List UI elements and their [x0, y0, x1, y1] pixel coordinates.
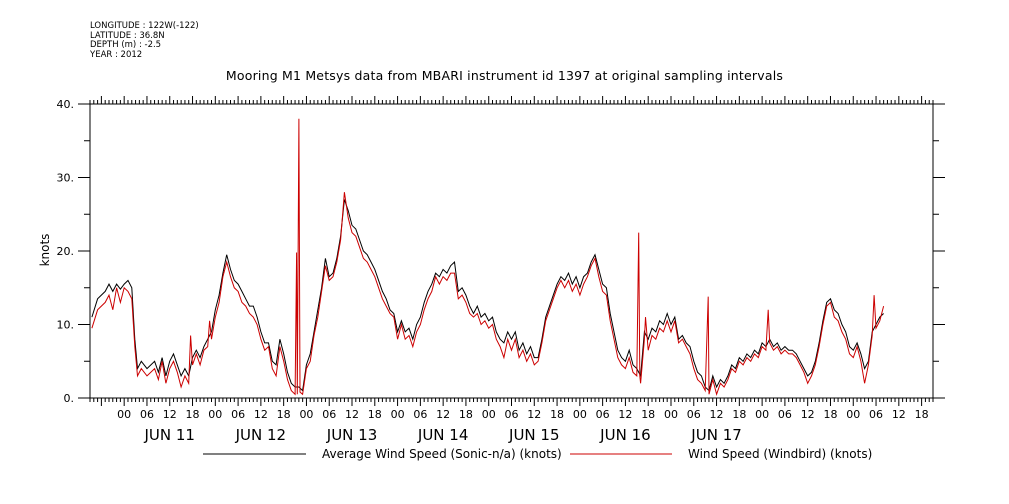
x-tick-label: 18 — [186, 408, 200, 421]
y-tick-label: 0. — [64, 392, 75, 405]
y-tick-label: 10. — [57, 319, 75, 332]
x-tick-label: 00 — [573, 408, 587, 421]
year-text: YEAR : 2012 — [90, 49, 143, 60]
x-day-label: JUN 13 — [326, 426, 377, 444]
x-tick-label: 06 — [687, 408, 701, 421]
series-windbird-line — [91, 118, 885, 397]
x-tick-label: 12 — [801, 408, 815, 421]
series-sonic-line — [91, 199, 884, 392]
x-day-label: JUN 12 — [235, 426, 286, 444]
x-day-label: JUN 17 — [690, 426, 741, 444]
x-tick-label: 18 — [550, 408, 564, 421]
chart-axes: 00 06 12 18 00 06 12 18 00 06 12 18 00 06 12 18 00 06 12 18… — [57, 96, 945, 444]
x-tick-label: 18 — [641, 408, 655, 421]
x-tick-label: 12 — [710, 408, 724, 421]
series-layer — [91, 118, 885, 397]
x-tick-label: 06 — [596, 408, 610, 421]
x-tick-label: 12 — [436, 408, 450, 421]
y-tick-label: 30. — [57, 172, 75, 185]
x-tick-label: 18 — [459, 408, 473, 421]
x-tick-label: 06 — [322, 408, 336, 421]
x-tick-label: 00 — [755, 408, 769, 421]
x-day-label: JUN 16 — [599, 426, 650, 444]
legend-label-windbird: Wind Speed (Windbird) (knots) — [688, 447, 872, 461]
x-tick-label: 00 — [846, 408, 860, 421]
x-tick-label: 00 — [299, 408, 313, 421]
x-tick-label: 18 — [915, 408, 929, 421]
y-tick-label: 20. — [57, 245, 75, 258]
plot-frame — [89, 103, 934, 399]
depth-text: DEPTH (m) : -2.5 — [90, 40, 162, 50]
x-tick-label: 12 — [163, 408, 177, 421]
latitude-text: LATITUDE : 36.8N — [90, 30, 165, 41]
chart-title: Mooring M1 Metsys data from MBARI instru… — [225, 68, 784, 83]
x-tick-label: 18 — [732, 408, 746, 421]
x-day-label: JUN 14 — [417, 426, 468, 444]
x-tick-label: 06 — [413, 408, 427, 421]
legend: Average Wind Speed (Sonic-n/a) (knots) W… — [203, 447, 872, 461]
x-tick-label: 06 — [778, 408, 792, 421]
x-tick-label: 00 — [208, 408, 222, 421]
x-tick-label: 18 — [823, 408, 837, 421]
x-day-label: JUN 11 — [144, 426, 195, 444]
x-tick-label: 06 — [505, 408, 519, 421]
x-tick-label: 06 — [140, 408, 154, 421]
x-tick-label: 00 — [391, 408, 405, 421]
x-tick-label: 00 — [482, 408, 496, 421]
x-tick-label: 12 — [254, 408, 268, 421]
x-tick-label: 12 — [527, 408, 541, 421]
x-tick-label: 18 — [368, 408, 382, 421]
x-day-label: JUN 15 — [508, 426, 559, 444]
x-tick-label: 12 — [892, 408, 906, 421]
longitude-text: LONGITUDE : 122W(-122) — [90, 21, 199, 31]
x-tick-label: 18 — [277, 408, 291, 421]
y-axis-label: knots — [38, 234, 52, 267]
legend-label-sonic: Average Wind Speed (Sonic-n/a) (knots) — [322, 447, 562, 461]
x-tick-label: 06 — [869, 408, 883, 421]
y-tick-label: 40. — [57, 98, 75, 111]
x-tick-label: 06 — [231, 408, 245, 421]
x-tick-label: 12 — [618, 408, 632, 421]
metadata-block: LONGITUDE : 122W(-122) LATITUDE : 36.8N … — [90, 21, 199, 60]
x-tick-label: 00 — [117, 408, 131, 421]
x-tick-label: 12 — [345, 408, 359, 421]
x-tick-label: 00 — [664, 408, 678, 421]
